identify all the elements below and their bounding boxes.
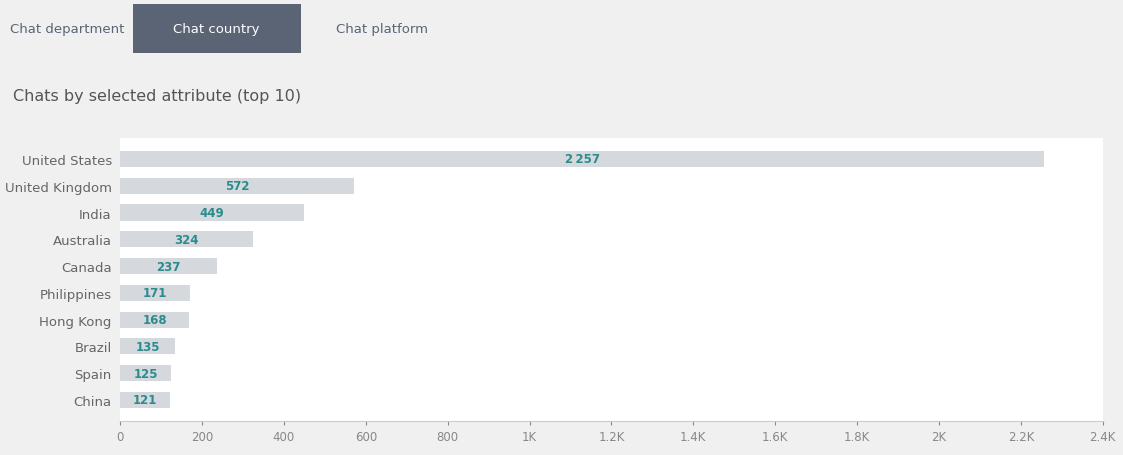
Text: 2 257: 2 257 [565,153,600,166]
Bar [120,365,172,381]
Bar [120,392,170,408]
Bar [120,178,355,194]
Text: 168: 168 [143,313,167,326]
Text: 572: 572 [225,180,249,193]
Text: Chat department: Chat department [10,23,124,36]
Bar [120,285,190,301]
Bar [120,258,217,274]
Text: Chat country: Chat country [173,23,261,36]
Bar [120,339,175,354]
Text: Chat platform: Chat platform [336,23,428,36]
Text: Chats by selected attribute (top 10): Chats by selected attribute (top 10) [13,89,302,104]
Bar [120,205,304,221]
Text: 121: 121 [133,394,157,406]
Text: 449: 449 [200,207,225,219]
Bar [120,232,253,248]
Text: 237: 237 [156,260,181,273]
FancyBboxPatch shape [133,5,301,54]
Text: 135: 135 [136,340,161,353]
Bar [120,152,1044,167]
Text: 125: 125 [134,367,158,380]
Text: 324: 324 [174,233,199,246]
Text: 171: 171 [143,287,167,300]
Bar [120,312,189,328]
